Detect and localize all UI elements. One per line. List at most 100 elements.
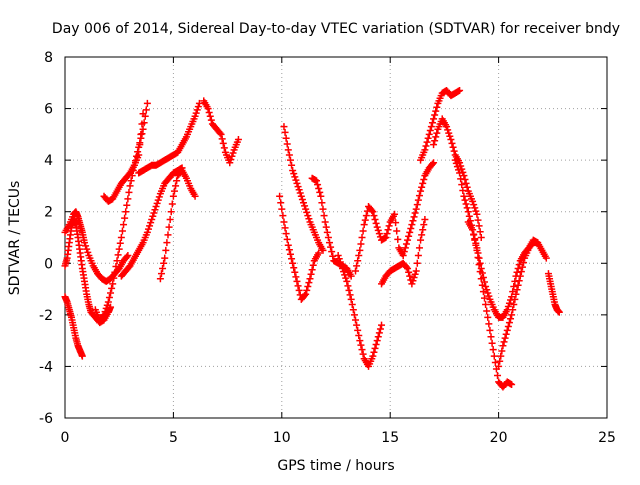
data-point <box>220 144 228 152</box>
data-point <box>162 246 170 254</box>
data-point <box>167 208 175 216</box>
data-point <box>372 341 380 349</box>
data-point <box>348 301 356 309</box>
data-point <box>498 347 506 355</box>
data-point <box>286 156 294 164</box>
data-point <box>102 304 110 312</box>
data-point <box>375 230 383 238</box>
x-tick-label: 10 <box>273 430 291 446</box>
data-point <box>508 311 516 319</box>
x-tick-label: 15 <box>381 430 399 446</box>
data-point <box>383 230 391 238</box>
data-point <box>81 239 89 247</box>
data-point <box>108 284 116 292</box>
data-point <box>290 170 298 178</box>
data-point <box>486 326 494 334</box>
data-point <box>337 261 345 269</box>
data-point <box>481 278 489 286</box>
data-point <box>279 212 287 220</box>
data-point <box>405 232 413 240</box>
data-point <box>405 268 413 276</box>
data-point <box>284 241 292 249</box>
data-point <box>207 116 215 124</box>
data-point <box>454 166 462 174</box>
data-point <box>457 175 465 183</box>
data-point <box>504 322 512 330</box>
data-point <box>173 177 181 185</box>
data-point <box>122 208 130 216</box>
data-point <box>142 106 150 114</box>
data-point <box>288 255 296 263</box>
data-point <box>165 223 173 231</box>
data-point <box>104 298 112 306</box>
data-point <box>295 186 303 194</box>
data-point <box>373 223 381 231</box>
data-point <box>354 326 362 334</box>
data-point <box>443 123 451 131</box>
data-point <box>191 192 199 200</box>
data-point <box>340 268 348 276</box>
data-point <box>283 235 291 243</box>
data-point <box>370 212 378 220</box>
data-point <box>346 291 354 299</box>
data-point <box>476 228 484 236</box>
data-point <box>508 380 516 388</box>
data-point <box>479 273 487 281</box>
data-point <box>432 133 440 141</box>
x-tick-label: 5 <box>169 430 178 446</box>
data-point <box>431 111 439 119</box>
data-point <box>289 259 297 267</box>
data-point <box>169 192 177 200</box>
data-point <box>347 295 355 303</box>
data-point <box>402 263 410 271</box>
data-point <box>426 126 434 134</box>
data-point <box>375 329 383 337</box>
data-point <box>470 230 478 238</box>
data-point <box>82 242 90 250</box>
data-point <box>477 264 485 272</box>
data-point <box>357 240 365 248</box>
data-point <box>120 221 128 229</box>
data-point <box>143 99 151 107</box>
data-point <box>510 282 518 290</box>
data-point <box>428 160 436 168</box>
data-point <box>135 151 143 159</box>
data-point <box>490 352 498 360</box>
data-point <box>234 136 242 144</box>
axis-ticks: 0 5 10 15 20 25 -6 -4 -2 0 2 4 6 8 <box>39 50 616 446</box>
data-point <box>290 264 298 272</box>
data-point <box>227 155 235 163</box>
data-point <box>277 199 285 207</box>
data-point <box>342 274 350 282</box>
data-point <box>304 282 312 290</box>
data-point <box>400 248 408 256</box>
data-point <box>456 87 464 95</box>
data-point <box>419 226 427 234</box>
data-point <box>126 182 134 190</box>
data-point <box>445 129 453 137</box>
data-point <box>278 205 286 213</box>
data-point <box>452 159 460 167</box>
data-points <box>61 87 563 391</box>
data-point <box>409 217 417 225</box>
data-point <box>152 203 160 211</box>
data-point <box>488 339 496 347</box>
data-point <box>123 253 131 261</box>
data-point <box>296 189 304 197</box>
data-point <box>461 196 469 204</box>
y-tick-label: 4 <box>44 153 53 169</box>
data-point <box>512 290 520 298</box>
data-point <box>352 267 360 275</box>
data-point <box>147 219 155 227</box>
data-point <box>491 359 499 367</box>
data-point <box>472 207 480 215</box>
data-point <box>309 261 317 269</box>
data-point <box>114 251 122 259</box>
data-point <box>193 106 201 114</box>
data-point <box>520 259 528 267</box>
data-point <box>304 212 312 220</box>
data-point <box>372 219 380 227</box>
data-point <box>345 286 353 294</box>
data-point <box>335 255 343 263</box>
data-point <box>510 301 518 309</box>
